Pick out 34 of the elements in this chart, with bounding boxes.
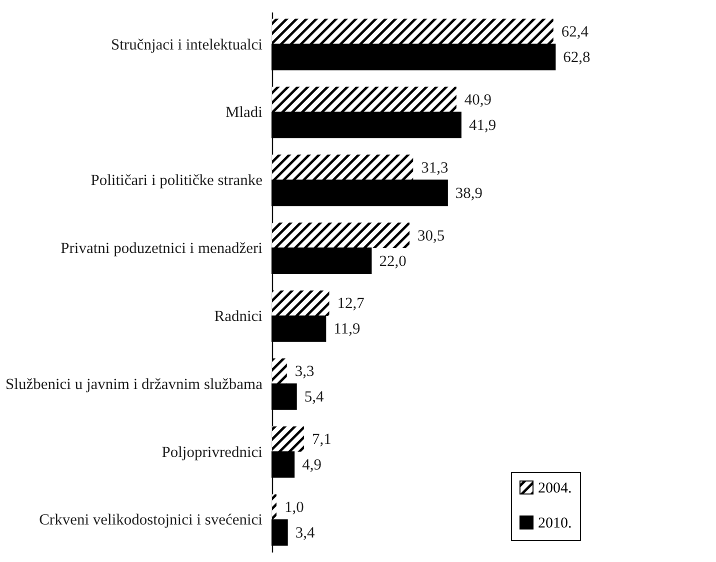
data-label: 5,4: [304, 388, 324, 406]
bar: [272, 358, 287, 384]
data-label: 40,9: [464, 91, 492, 108]
bar: [272, 222, 410, 248]
data-label: 30,5: [418, 227, 445, 244]
data-label: 22,0: [379, 252, 407, 270]
legend-label: 2010.: [538, 516, 572, 532]
y-tick-label: Stručnjaci i intelektualci: [110, 36, 264, 54]
data-label: 3,4: [295, 524, 315, 542]
bar: [272, 86, 456, 112]
data-label: 11,9: [334, 320, 360, 338]
data-label: 7,1: [312, 431, 332, 448]
y-tick-label: Službenici u javnim i državnim službama: [6, 376, 263, 393]
data-label: 12,7: [337, 295, 365, 312]
bar: [272, 426, 304, 452]
y-tick-label: Poljoprivrednici: [162, 444, 264, 461]
y-tick-label: Radnici: [214, 308, 264, 325]
data-label: 1,0: [284, 499, 304, 516]
bar: [272, 494, 277, 520]
y-tick-label: Crkveni velikodostojnici i svećenici: [39, 512, 264, 529]
data-label: 41,9: [468, 116, 496, 134]
data-label: 38,9: [455, 184, 483, 202]
y-tick-label: Privatni poduzetnici i menadžeri: [60, 240, 264, 258]
data-label: 62,8: [563, 49, 591, 66]
legend-label: 2004.: [538, 480, 572, 496]
bar: [272, 18, 554, 44]
bar: [272, 290, 330, 316]
data-label: 4,9: [302, 456, 322, 474]
bar: [272, 154, 414, 180]
y-tick-label: Političari i političke stranke: [90, 172, 263, 190]
data-label: 3,3: [294, 363, 315, 380]
data-label: 62,4: [561, 24, 589, 41]
data-label: 31,3: [421, 159, 449, 176]
y-tick-label: Mladi: [225, 104, 264, 122]
